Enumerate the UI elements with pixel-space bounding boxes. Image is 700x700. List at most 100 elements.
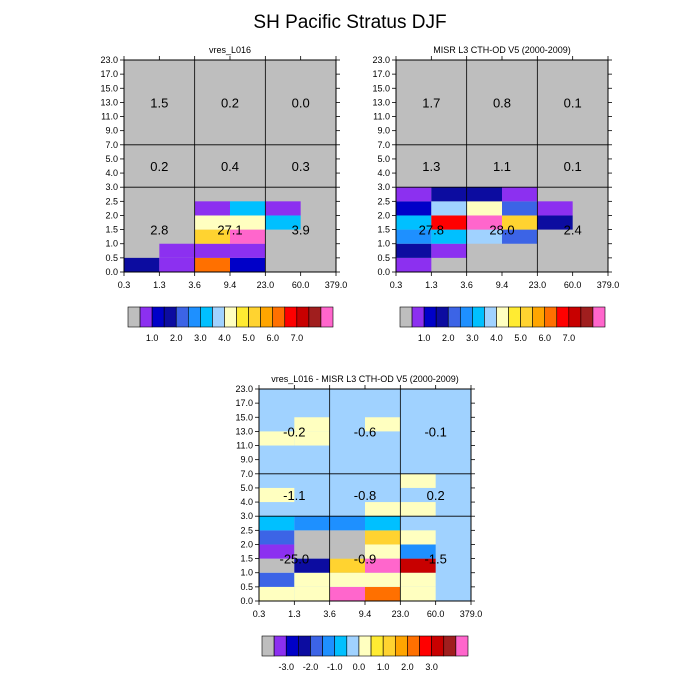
colorbar-swatch <box>175 306 189 328</box>
y-tick-label: 5.0 <box>105 154 118 164</box>
y-tick-label: 2.0 <box>105 210 118 220</box>
y-tick-label: 15.0 <box>235 412 253 422</box>
colorbar-label: 0.0 <box>353 662 366 672</box>
heatmap-cell <box>230 229 266 244</box>
colorbar-swatch <box>310 635 323 657</box>
heatmap-cell <box>431 229 467 244</box>
colorbar-swatch <box>407 635 420 657</box>
x-tick-label: 379.0 <box>325 280 348 290</box>
colorbar-label: 5.0 <box>242 333 255 343</box>
heatmap-cell <box>294 572 330 587</box>
colorbar-swatch <box>151 306 165 328</box>
region-value-label: 1.7 <box>422 95 440 110</box>
heatmap-cell <box>400 544 436 559</box>
heatmap-cell <box>294 516 330 531</box>
region-value-label: -0.9 <box>354 552 376 567</box>
y-tick-label: 4.0 <box>105 168 118 178</box>
y-tick-label: 7.0 <box>105 140 118 150</box>
colorbar-swatch <box>423 306 437 328</box>
colorbar-swatch <box>472 306 485 328</box>
heatmap-cell <box>400 473 436 488</box>
heatmap-cell <box>365 502 401 517</box>
x-tick-label: 60.0 <box>427 609 445 619</box>
x-tick-label: 60.0 <box>292 280 310 290</box>
heatmap-cell <box>259 516 295 531</box>
x-tick-label: 9.4 <box>224 280 237 290</box>
colorbar-label: -3.0 <box>278 662 294 672</box>
y-tick-label: 1.0 <box>105 239 118 249</box>
heatmap-cell <box>265 215 301 230</box>
colorbar-label: 4.0 <box>218 333 231 343</box>
heatmap-cell <box>396 201 432 216</box>
colorbar-swatch <box>394 635 408 657</box>
region-value-label: 0.2 <box>427 488 445 503</box>
x-tick-label: 3.6 <box>460 280 473 290</box>
panel-title: vres_L016 <box>209 45 251 55</box>
y-tick-label: 17.0 <box>372 69 390 79</box>
colorbar-label: 3.0 <box>425 662 438 672</box>
heatmap-cell <box>294 530 330 545</box>
region-value-label: -1.1 <box>283 488 305 503</box>
region-value-label: 2.4 <box>564 223 582 238</box>
colorbar-swatch <box>568 306 582 328</box>
y-tick-label: 1.5 <box>377 225 390 235</box>
colorbar-swatch <box>556 306 570 328</box>
region-value-label: 2.8 <box>150 223 168 238</box>
colorbar-swatch <box>260 306 274 328</box>
heatmap-cell <box>466 187 502 202</box>
colorbar-swatch <box>419 635 432 657</box>
y-tick-label: 11.0 <box>373 112 390 122</box>
colorbar-label: 1.0 <box>377 662 390 672</box>
y-tick-label: 7.0 <box>377 140 390 150</box>
colorbar-label: 6.0 <box>538 333 551 343</box>
heatmap-cell <box>194 201 230 216</box>
heatmap-cell <box>230 243 266 258</box>
heatmap-cell <box>259 586 295 601</box>
x-tick-label: 3.6 <box>323 609 336 619</box>
x-tick-label: 0.3 <box>390 280 403 290</box>
y-tick-label: 4.0 <box>377 168 390 178</box>
colorbar-swatch <box>580 306 594 328</box>
y-tick-label: 1.0 <box>240 568 253 578</box>
colorbar-swatch <box>455 635 469 657</box>
y-tick-label: 13.0 <box>372 97 390 107</box>
colorbar-swatch <box>382 635 396 657</box>
region-value-label: 27.1 <box>217 223 242 238</box>
heatmap-cell <box>396 243 432 258</box>
heatmap-cell <box>502 201 538 216</box>
colorbar-swatch <box>435 306 449 328</box>
colorbar-swatch <box>544 306 558 328</box>
y-tick-label: 3.0 <box>377 182 390 192</box>
y-tick-label: 5.0 <box>377 154 390 164</box>
region-value-label: 1.5 <box>150 95 168 110</box>
y-tick-label: 9.0 <box>240 455 253 465</box>
colorbar-swatch <box>200 306 213 328</box>
heatmap-cell <box>159 257 195 272</box>
heatmap-cell <box>259 558 295 573</box>
region-value-label: -1.5 <box>424 552 446 567</box>
heatmap-cell <box>431 187 467 202</box>
y-tick-label: 23.0 <box>100 55 118 65</box>
x-tick-label: 1.3 <box>153 280 166 290</box>
region-value-label: 1.1 <box>493 159 511 174</box>
heatmap-cell <box>400 572 436 587</box>
heatmap-cell <box>431 243 467 258</box>
colorbar-swatch <box>284 306 298 328</box>
y-tick-label: 0.5 <box>377 253 390 263</box>
y-tick-label: 3.0 <box>240 511 253 521</box>
y-tick-label: 13.0 <box>235 426 253 436</box>
colorbar-swatch <box>139 306 153 328</box>
colorbar-swatch <box>370 635 384 657</box>
colorbar-swatch <box>484 306 497 328</box>
heatmap-cell <box>396 187 432 202</box>
y-tick-label: 11.0 <box>101 112 118 122</box>
heatmap-cell <box>329 544 365 559</box>
region-value-label: -0.1 <box>424 424 446 439</box>
colorbar-swatch <box>187 306 201 328</box>
heatmap-cell <box>400 530 436 545</box>
x-tick-label: 0.3 <box>118 280 131 290</box>
y-tick-label: 23.0 <box>235 384 253 394</box>
x-tick-label: 0.3 <box>253 609 266 619</box>
region-value-label: 0.2 <box>150 159 168 174</box>
heatmap-cell <box>194 257 230 272</box>
